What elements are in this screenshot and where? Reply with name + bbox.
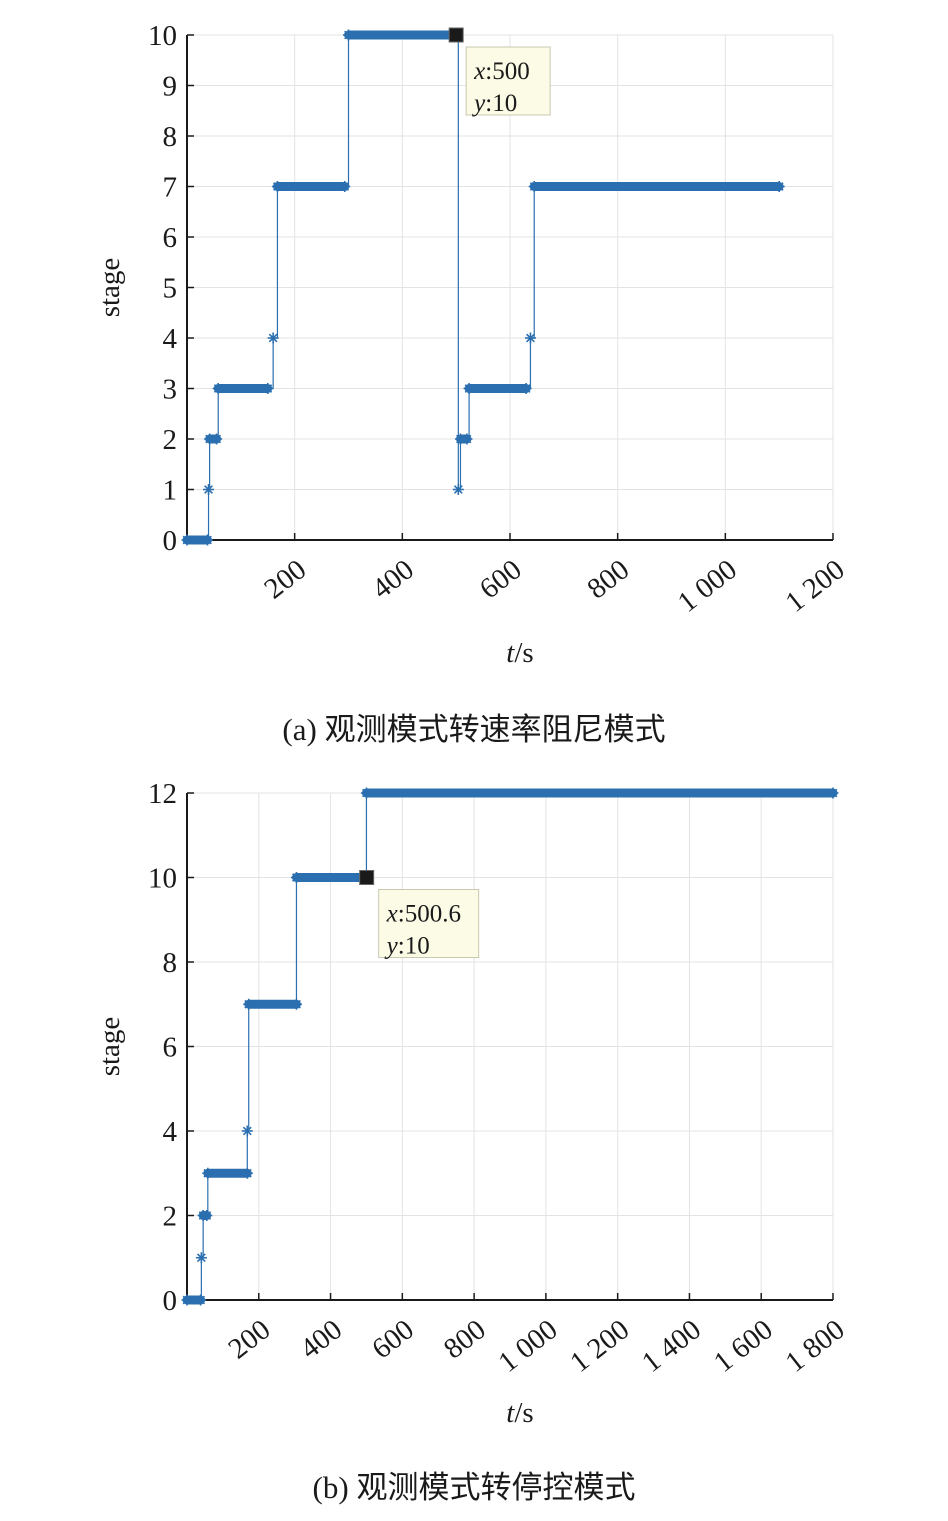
chart-a-svg: 0 1 2 3 4 5 6 7 8 9 10 200 400 600 800 1 000 1 200 stage t… <box>94 20 851 669</box>
x-tick-label: 1 200 <box>564 1313 635 1378</box>
y-tick-label: 6 <box>163 1032 178 1064</box>
data-point <box>241 1125 253 1137</box>
data-point <box>267 332 279 344</box>
x-tick-label: 1 600 <box>708 1313 779 1378</box>
y-tick-label: 5 <box>163 273 178 305</box>
y-tick-label: 0 <box>163 525 178 557</box>
x-tick-label: 400 <box>366 553 420 605</box>
x-tick-label: 400 <box>294 1313 348 1365</box>
y-tick-label: 2 <box>163 1201 178 1233</box>
data-point <box>461 433 473 445</box>
x-tick-label: 1 000 <box>672 553 743 618</box>
x-tick-label: 200 <box>258 553 312 605</box>
data-point <box>271 181 283 192</box>
chart-b-svg: 0 2 4 6 8 10 12 200 400 600 800 1 000 1 200 1 400 1 60… <box>94 778 851 1429</box>
x-tick-label: 800 <box>581 553 635 605</box>
caption-a: (a) 观测模式转速率阻尼模式 <box>282 712 666 747</box>
data-point <box>290 998 302 1010</box>
data-point <box>528 181 540 192</box>
datatip-y-text: y:10 <box>471 90 517 117</box>
data-point <box>201 534 213 546</box>
y-tick-label: 8 <box>163 947 178 979</box>
y-tick-label: 1 <box>163 475 178 507</box>
datatip-y-text: y:10 <box>384 933 430 960</box>
x-axis-title: t/s <box>506 1397 533 1429</box>
data-point <box>520 383 532 394</box>
x-tick-label: 1 400 <box>636 1313 707 1378</box>
data-point <box>262 383 274 394</box>
caption-b: (b) 观测模式转停控模式 <box>312 1470 636 1505</box>
x-tick-label: 1 800 <box>780 1313 851 1378</box>
data-point <box>463 383 475 394</box>
x-tick-label: 600 <box>474 553 528 605</box>
data-point <box>524 332 536 344</box>
x-tick-label: 600 <box>366 1313 420 1365</box>
panel-b: 0 2 4 6 8 10 12 200 400 600 800 1 000 1 200 1 400 1 60… <box>0 760 948 1521</box>
y-axis-title: stage <box>94 258 126 318</box>
data-point <box>181 1294 193 1306</box>
data-point <box>181 534 193 546</box>
data-point <box>212 383 224 394</box>
y-tick-label: 10 <box>148 20 177 52</box>
y-tick-label: 2 <box>163 424 178 456</box>
data-point <box>773 181 785 192</box>
data-point <box>827 787 839 799</box>
data-point <box>241 1167 253 1179</box>
data-point <box>204 433 216 445</box>
datatip-marker <box>359 870 375 885</box>
data-point <box>211 433 223 445</box>
y-tick-label: 8 <box>163 121 178 153</box>
panel-a: 0 1 2 3 4 5 6 7 8 9 10 200 400 600 800 1 000 1 200 stage t… <box>0 0 948 760</box>
x-tick-label: 1 200 <box>780 553 851 618</box>
y-tick-label: 4 <box>163 323 178 355</box>
y-tick-label: 12 <box>148 778 177 810</box>
y-tick-label: 10 <box>148 863 177 895</box>
x-axis-title: t/s <box>506 637 533 669</box>
datatip-x-text: x:500 <box>473 58 530 85</box>
datatip-box <box>465 46 551 116</box>
y-tick-label: 7 <box>163 172 178 204</box>
data-point <box>195 1252 207 1264</box>
data-point <box>203 484 215 495</box>
y-tick-label: 6 <box>163 222 178 254</box>
x-tick-label: 200 <box>222 1313 276 1365</box>
y-axis-title: stage <box>94 1017 126 1077</box>
data-point <box>243 998 255 1010</box>
data-point <box>343 29 354 41</box>
y-tick-label: 0 <box>163 1285 178 1317</box>
data-point <box>339 181 351 192</box>
datatip-x-text: x:500.6 <box>386 901 461 928</box>
y-tick-label: 9 <box>163 71 178 103</box>
data-point <box>452 484 464 495</box>
datatip-box <box>378 889 480 958</box>
y-tick-label: 3 <box>163 374 178 406</box>
datatip-marker <box>448 27 464 43</box>
data-point <box>202 1167 214 1179</box>
x-tick-label: 800 <box>438 1313 492 1365</box>
data-point <box>360 787 372 799</box>
y-tick-label: 4 <box>163 1116 178 1148</box>
data-point <box>201 1210 213 1221</box>
data-point <box>290 872 302 883</box>
x-tick-label: 1 000 <box>492 1313 563 1378</box>
data-point <box>195 1294 207 1306</box>
